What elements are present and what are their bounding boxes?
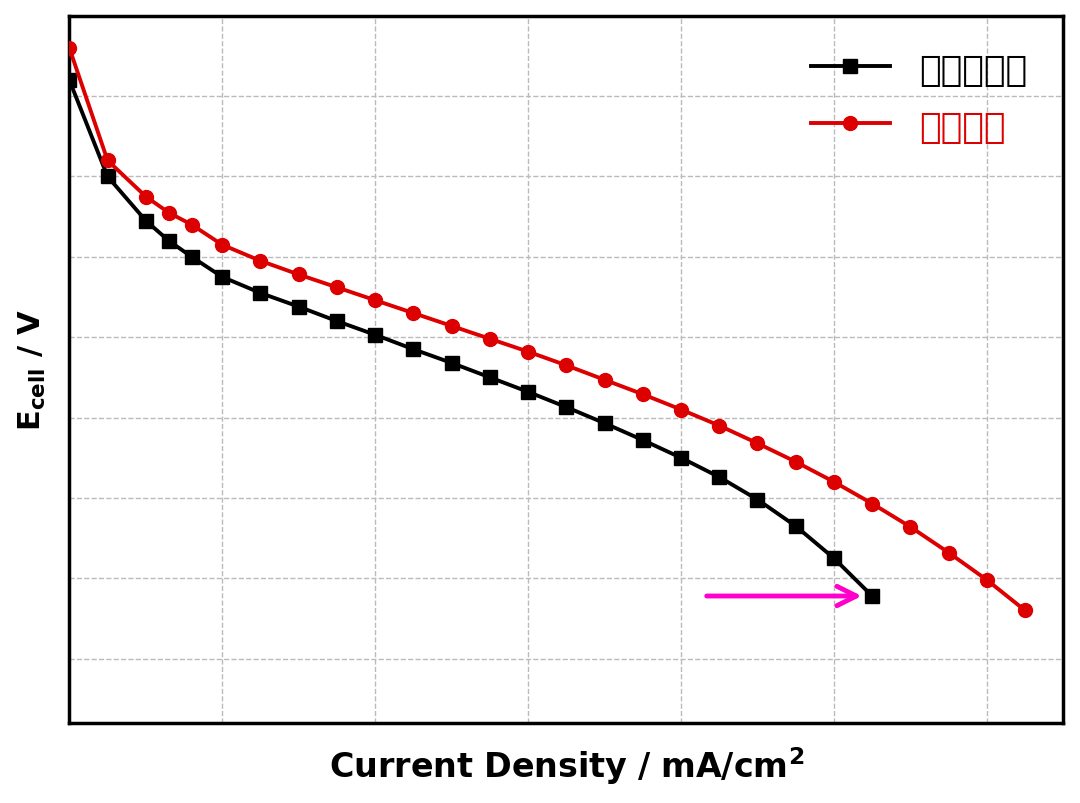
Legend: 上一代产品, 当前产品: 上一代产品, 当前产品	[793, 35, 1045, 163]
X-axis label: $\mathbf{Current\ Density\ /\ mA/cm^2}$: $\mathbf{Current\ Density\ /\ mA/cm^2}$	[328, 744, 804, 786]
Y-axis label: $\mathbf{E_{cell}}$ / V: $\mathbf{E_{cell}}$ / V	[16, 309, 48, 430]
